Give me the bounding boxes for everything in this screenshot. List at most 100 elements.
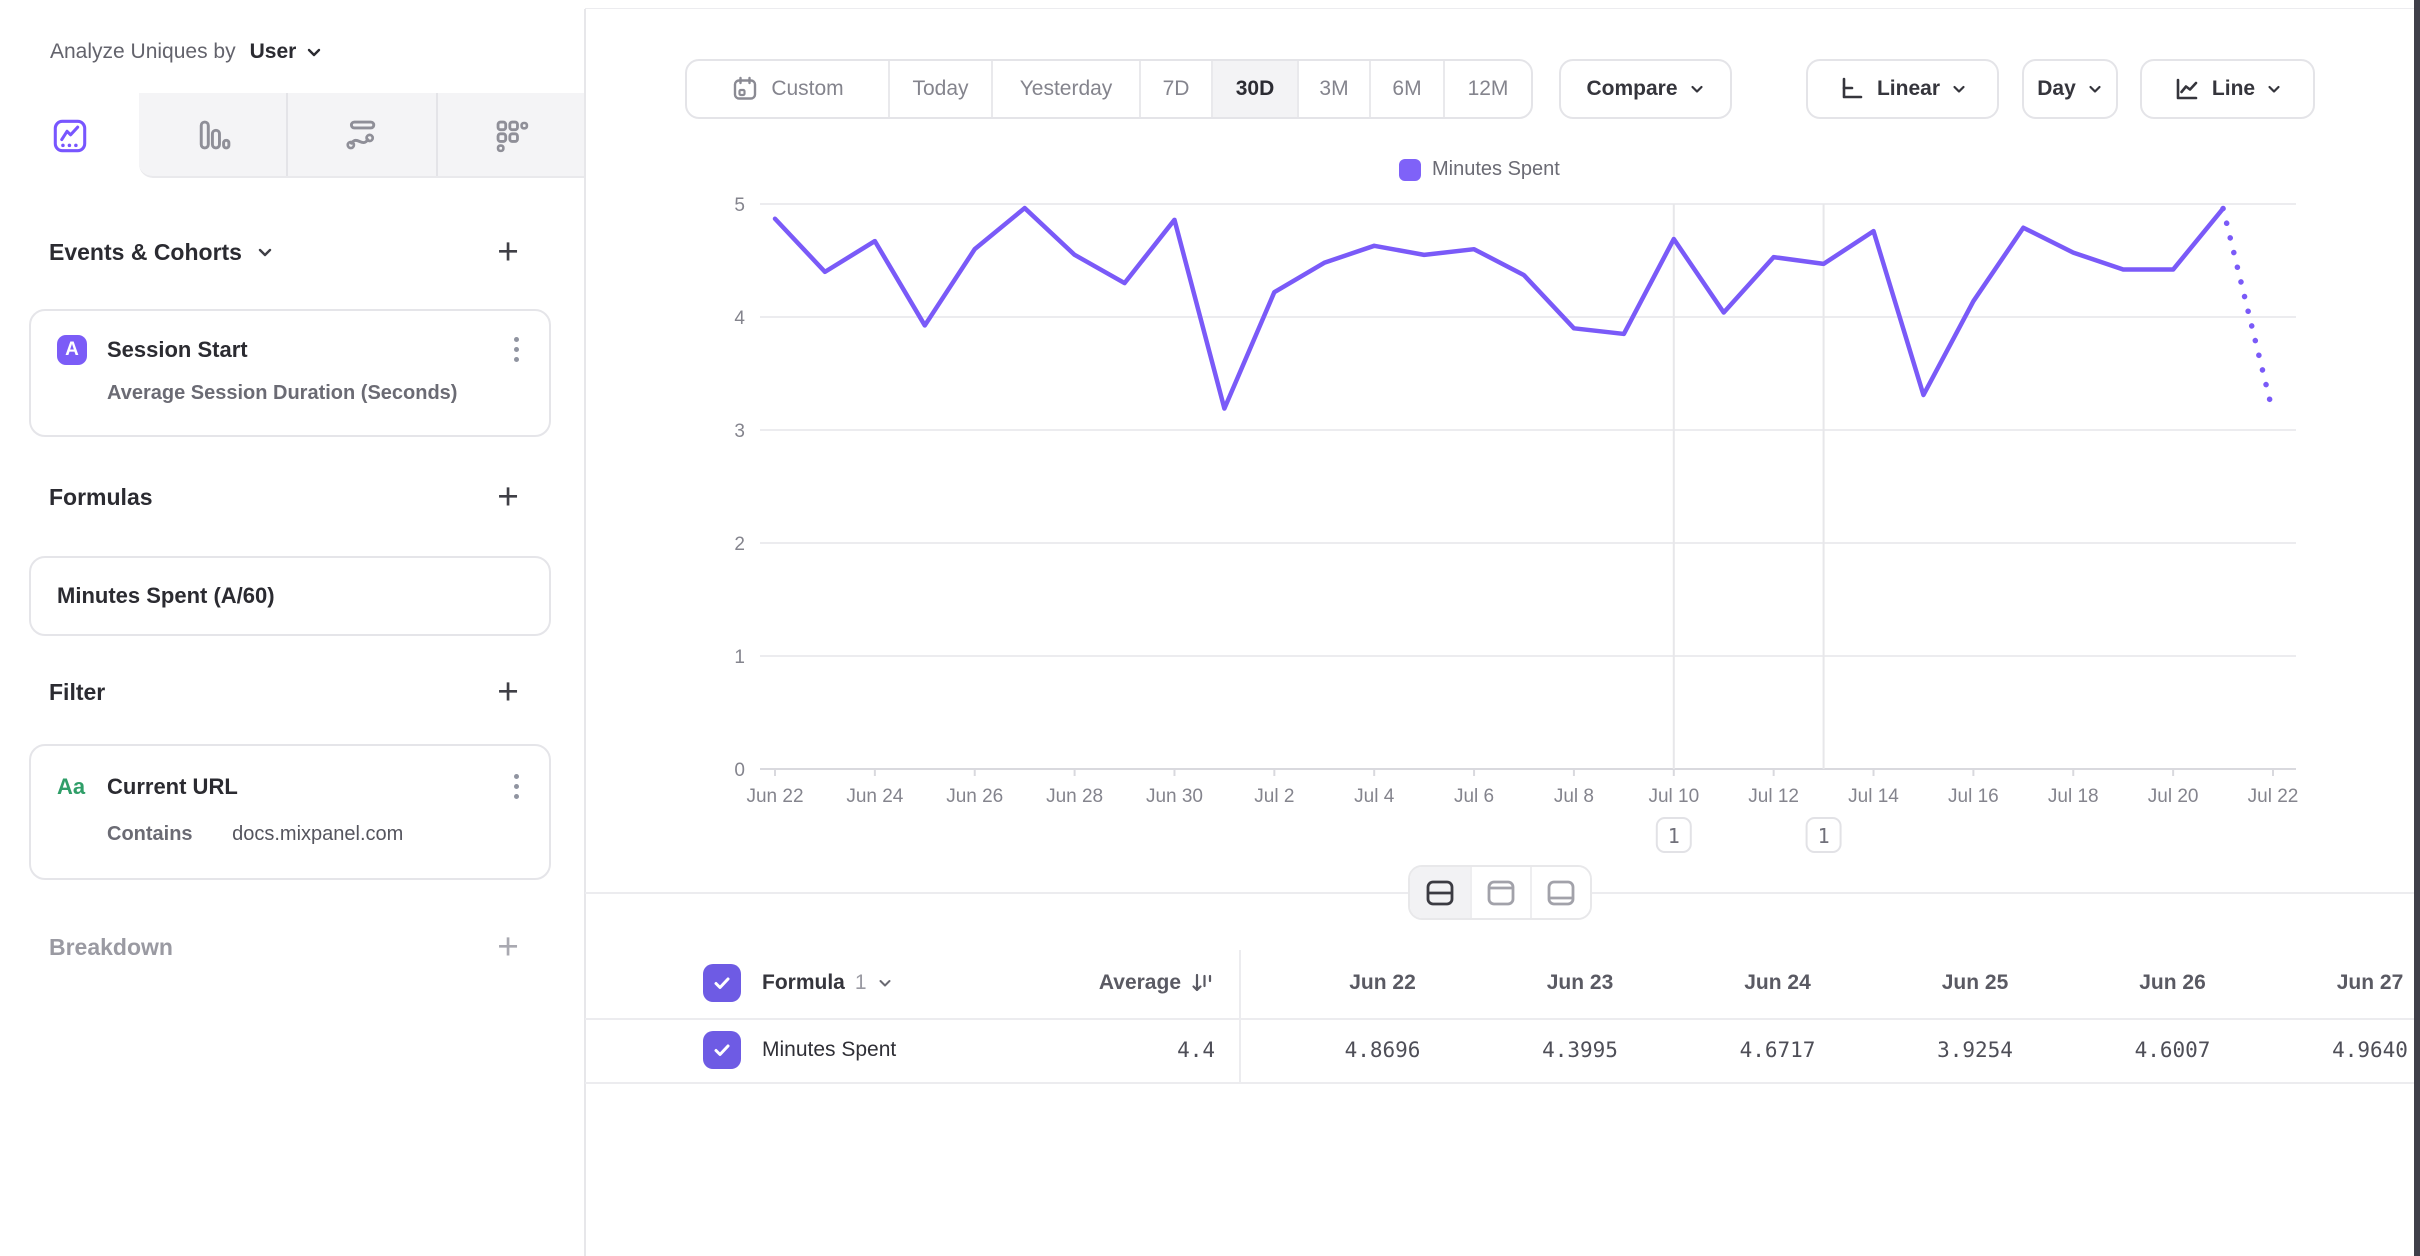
add-breakdown-button[interactable]: + [486, 925, 530, 969]
results-table: Formula 1 Average Jun 22 Jun 23 Jun 24 Jun … [585, 948, 2420, 1084]
legend-swatch [1399, 158, 1421, 181]
annotation-count: 1 [1668, 824, 1680, 848]
date-column-header[interactable]: Jun 24 [1744, 971, 1811, 994]
layout-chart-button[interactable] [1470, 867, 1530, 918]
formula-card[interactable]: Minutes Spent (A/60) [29, 556, 551, 636]
sidebar-divider [584, 9, 586, 1256]
chevron-down-icon [2268, 85, 2280, 93]
tab-insights-line[interactable] [0, 93, 139, 178]
breakdown-section-title: Breakdown [49, 933, 173, 960]
formula-name: Minutes Spent (A/60) [57, 583, 275, 608]
y-tick-label: 1 [734, 647, 745, 668]
date-range-12m[interactable]: 12M [1443, 61, 1531, 117]
date-range-label: Custom [771, 77, 844, 100]
date-column-header[interactable]: Jun 26 [2139, 971, 2206, 994]
table-header-row: Formula 1 Average Jun 22 Jun 23 Jun 24 Jun … [585, 948, 2420, 1020]
analyze-by-value: User [249, 40, 297, 63]
flows-icon [346, 120, 376, 149]
layout-split-button[interactable] [1410, 867, 1470, 918]
date-range-label: 7D [1162, 77, 1190, 100]
x-tick-label: Jul 12 [1748, 786, 1799, 807]
tab-bar-chart[interactable] [139, 93, 286, 176]
date-range-7d[interactable]: 7D [1139, 61, 1211, 117]
top-divider [0, 8, 2420, 9]
table-data-row: Minutes Spent 4.4 4.8696 4.3995 4.6717 3.92… [585, 1018, 2420, 1084]
line-chart[interactable]: 0 1 2 3 4 5 1 1 Jun 22 Jun 24 Jun 26 Jun 28 Jun 30 Ju… [585, 140, 2420, 880]
event-letter-badge: A [57, 334, 87, 365]
chart-type-button[interactable]: Line [2140, 59, 2315, 119]
average-label: Average [1098, 971, 1181, 994]
event-options-button[interactable] [510, 333, 523, 366]
add-event-button[interactable]: + [486, 230, 530, 274]
x-tick-label: Jul 6 [1454, 786, 1494, 807]
analyze-by-dropdown[interactable]: User [250, 40, 324, 64]
filter-condition[interactable]: Contains docs.mixpanel.com [31, 823, 549, 846]
date-range-3m[interactable]: 3M [1297, 61, 1369, 117]
average-column-header[interactable]: Average [985, 948, 1215, 1018]
chevron-down-icon[interactable] [256, 243, 274, 261]
date-range-label: 3M [1319, 77, 1349, 100]
formula-group-label: Formula [762, 971, 845, 994]
date-range-custom[interactable]: Custom [687, 61, 888, 117]
compare-label: Compare [1586, 77, 1678, 100]
chevron-down-icon [1690, 85, 1703, 93]
interval-button[interactable]: Day [2022, 59, 2118, 119]
breakdown-section-header: Breakdown + [49, 925, 530, 969]
date-range-30d[interactable]: 30D [1211, 61, 1297, 117]
analyze-header: Analyze Uniques by User [50, 30, 323, 74]
formulas-section-header: Formulas + [49, 475, 530, 519]
table-view-icon [1547, 880, 1575, 905]
filter-card-row: Aa Current URL [31, 770, 549, 803]
chart-legend[interactable]: Minutes Spent [1399, 158, 1560, 181]
retention-icon [496, 120, 529, 152]
x-tick-label: Jun 26 [946, 786, 1003, 807]
filter-options-button[interactable] [510, 770, 523, 803]
string-property-icon: Aa [57, 773, 86, 799]
cell-value: 3.9254 [1937, 1038, 2013, 1062]
add-formula-button[interactable]: + [486, 475, 530, 519]
date-column-header[interactable]: Jun 22 [1349, 971, 1416, 994]
annotation-badge[interactable] [1805, 817, 1842, 853]
formula-group-dropdown[interactable]: Formula 1 [762, 948, 893, 1018]
linear-scale-icon [1842, 77, 1863, 99]
layout-table-button[interactable] [1530, 867, 1590, 918]
add-filter-button[interactable]: + [486, 670, 530, 714]
series-line[interactable] [772, 205, 2226, 411]
event-aggregation[interactable]: Average Session Duration (Seconds) [107, 382, 458, 404]
chart-type-label: Line [2211, 77, 2256, 100]
filter-card[interactable]: Aa Current URL Contains docs.mixpanel.co… [29, 744, 551, 880]
date-column-header[interactable]: Jun 27 [2336, 971, 2404, 994]
filter-operator[interactable]: Contains [107, 823, 193, 845]
y-tick-label: 2 [734, 534, 745, 555]
event-card[interactable]: A Session Start Average Session Duration… [29, 309, 551, 437]
chevron-down-icon [1953, 85, 1965, 93]
tab-retention[interactable] [435, 93, 585, 176]
report-type-tabs [0, 93, 585, 178]
date-range-6m[interactable]: 6M [1369, 61, 1443, 117]
date-column-header[interactable]: Jun 23 [1546, 971, 1614, 994]
sort-icon [1192, 973, 1212, 992]
date-range-label: 12M [1467, 77, 1509, 100]
formula-group-checkbox[interactable] [703, 964, 741, 1002]
bar-chart-icon [199, 120, 231, 149]
filter-value[interactable]: docs.mixpanel.com [232, 823, 404, 845]
scale-button[interactable]: Linear [1806, 59, 1999, 119]
date-column-header[interactable]: Jun 25 [1941, 971, 2009, 994]
filter-property-name: Current URL [107, 773, 238, 799]
series-checkbox[interactable] [703, 1031, 741, 1069]
x-tick-label: Jul 20 [2148, 786, 2199, 807]
date-range-today[interactable]: Today [888, 61, 991, 117]
scale-label: Linear [1876, 77, 1941, 100]
tab-flows[interactable] [286, 93, 435, 176]
x-tick-label: Jul 22 [2248, 786, 2299, 807]
annotation-badge[interactable] [1655, 817, 1692, 853]
x-tick-label: Jul 14 [1848, 786, 1899, 807]
chevron-down-icon [879, 980, 891, 987]
date-range-label: Yesterday [1019, 77, 1113, 100]
cell-value: 4.6007 [2134, 1038, 2211, 1062]
compare-button[interactable]: Compare [1559, 59, 1732, 119]
date-range-label: Today [912, 77, 969, 100]
chart-view-icon [1487, 880, 1515, 905]
date-range-yesterday[interactable]: Yesterday [991, 61, 1139, 117]
